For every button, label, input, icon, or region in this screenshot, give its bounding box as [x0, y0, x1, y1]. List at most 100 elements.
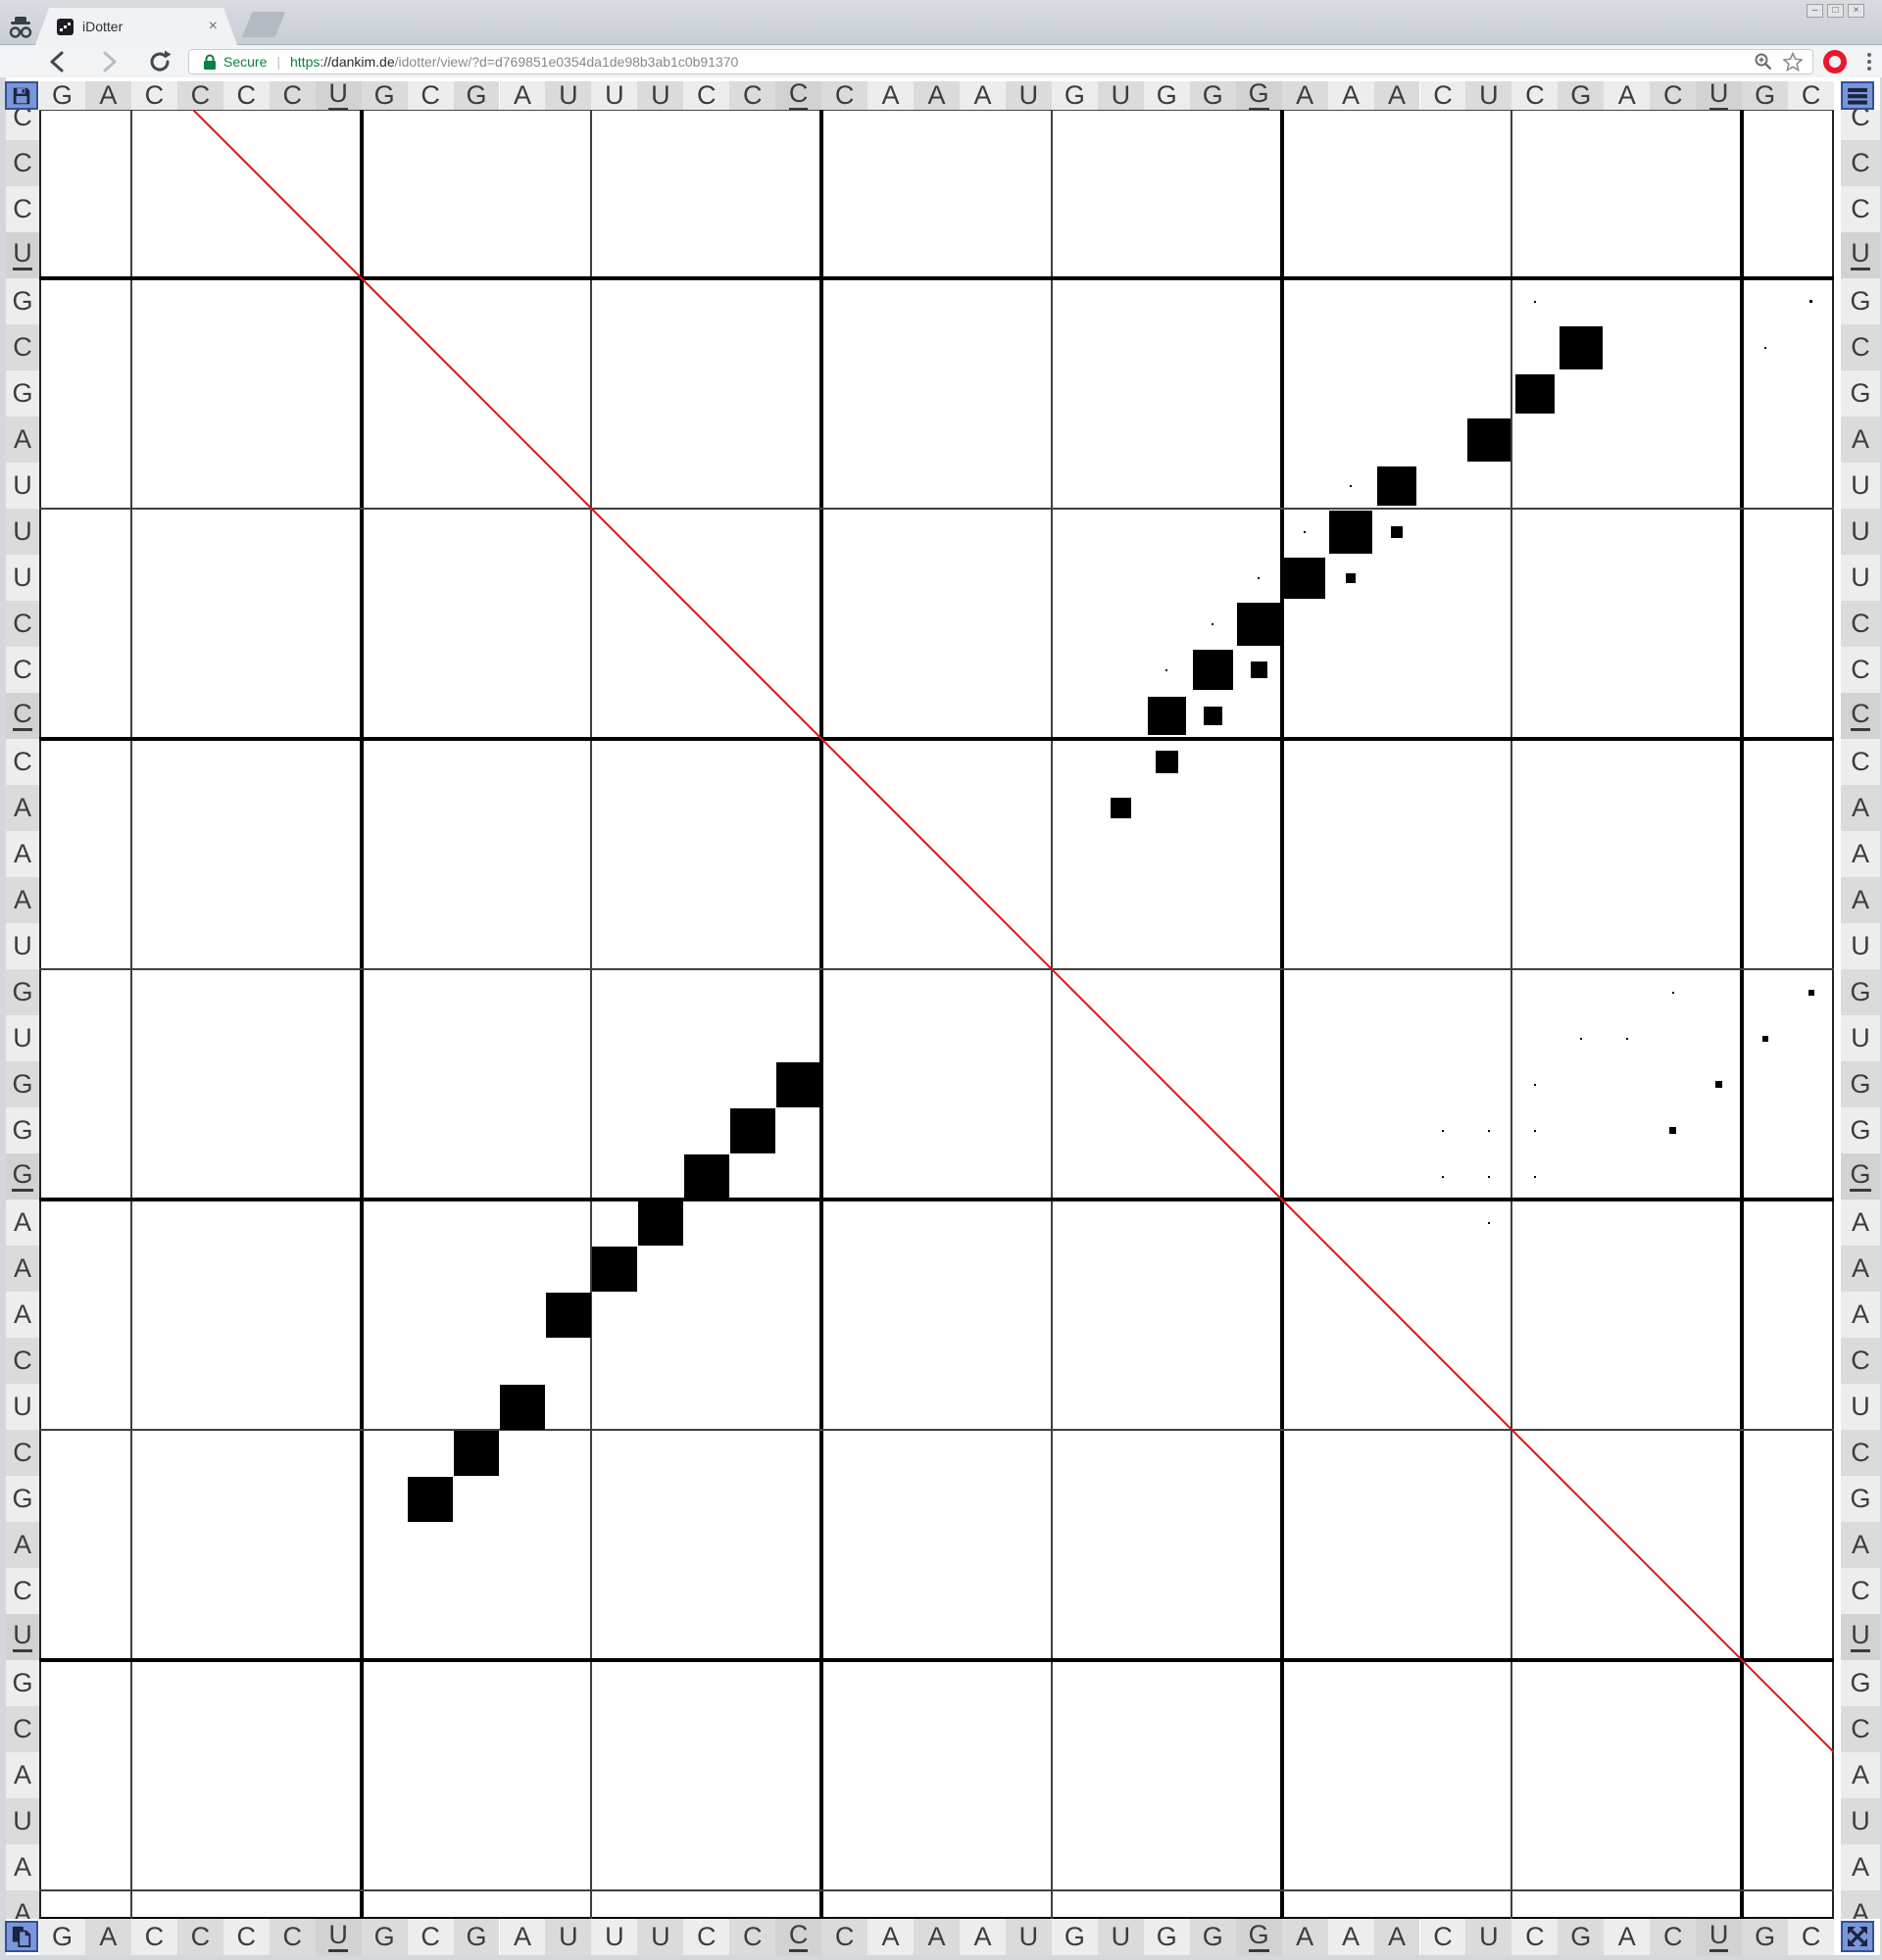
left-seq-letter: C — [6, 186, 39, 232]
gridline-v-thick — [359, 110, 364, 1919]
dotplot-dot — [1111, 798, 1131, 818]
grid-border — [39, 110, 1834, 111]
gridline-h-thick — [39, 737, 1834, 741]
top-seq-letter: C — [683, 81, 730, 110]
save-button[interactable] — [5, 81, 38, 110]
window-bottom-edge — [0, 1955, 1882, 1960]
dotplot-dot — [1762, 1036, 1768, 1042]
left-seq-letter: A — [6, 416, 39, 463]
gridline-v-thick — [1740, 110, 1745, 1919]
bottom-seq-letter: C — [729, 1919, 776, 1955]
left-seq-letter: A — [6, 1844, 39, 1890]
bottom-seq-letter: G — [1742, 1919, 1789, 1955]
window-minimize-button[interactable]: – — [1807, 4, 1823, 18]
dotplot-dot — [546, 1293, 591, 1338]
grid-border — [1832, 110, 1834, 1919]
dotplot-grid[interactable] — [39, 110, 1834, 1919]
top-seq-letter: C — [1650, 81, 1697, 110]
dotplot-dot — [1237, 603, 1280, 646]
gridline-h-thick — [39, 276, 1834, 280]
dotplot-dot — [1165, 669, 1167, 671]
idotter-favicon-icon — [57, 19, 74, 35]
bottom-seq-letter: U — [637, 1919, 684, 1955]
menu-button[interactable] — [1841, 81, 1874, 110]
reload-icon[interactable] — [147, 49, 173, 74]
new-tab-button[interactable] — [241, 12, 286, 37]
copy-button[interactable] — [5, 1921, 38, 1952]
left-seq-letter: A — [6, 877, 39, 923]
right-seq-letter: A — [1841, 1890, 1880, 1919]
secure-lock-icon — [203, 54, 217, 71]
bottom-seq-letter: C — [683, 1919, 730, 1955]
opera-logo-icon[interactable] — [1823, 50, 1847, 74]
gridline-h-thin — [39, 1429, 1834, 1431]
left-seq-letter: C — [6, 601, 39, 647]
floppy-save-icon — [13, 87, 30, 104]
top-seq-letter: G — [453, 81, 500, 110]
bottom-seq-letter: C — [130, 1919, 177, 1955]
bottom-seq-letter: A — [1604, 1919, 1651, 1955]
window-maximize-button[interactable]: □ — [1827, 4, 1844, 18]
left-seq-letter: A — [6, 1292, 39, 1338]
right-seq-letter: C — [1841, 739, 1880, 785]
dotplot-dot — [1251, 662, 1267, 678]
dotplot-dot — [1808, 990, 1814, 996]
gridline-h-thin — [39, 1889, 1834, 1891]
bottom-seq-letter: U — [1005, 1919, 1052, 1955]
secure-label[interactable]: Secure — [223, 54, 268, 70]
tab-close-icon[interactable]: × — [208, 18, 218, 34]
bookmark-star-icon[interactable] — [1783, 52, 1803, 72]
url-bar[interactable]: Secure | https://dankim.de/idotter/view/… — [188, 49, 1813, 74]
url-text[interactable]: https://dankim.de/idotter/view/?d=d76985… — [290, 54, 1754, 70]
pan-move-button[interactable] — [1841, 1921, 1874, 1952]
left-seq-letter: U — [6, 509, 39, 555]
left-seq-letter: G — [6, 370, 39, 416]
left-seq-letter: U — [6, 463, 39, 509]
right-seq-letter: U — [1841, 923, 1880, 969]
bottom-seq-letter: C — [775, 1919, 822, 1955]
top-seq-letter: C — [407, 81, 454, 110]
left-seq-letter: A — [6, 831, 39, 877]
bottom-seq-letter: G — [453, 1919, 500, 1955]
top-seq-letter: G — [1235, 81, 1282, 110]
right-seq-letter: A — [1841, 785, 1880, 831]
bottom-seq-letter: C — [821, 1919, 868, 1955]
left-seq-letter: G — [6, 969, 39, 1015]
left-seq-letter: A — [6, 1522, 39, 1568]
forward-icon[interactable] — [96, 49, 122, 74]
bottom-seq-letter: G — [1143, 1919, 1190, 1955]
dotplot-dot — [1329, 511, 1372, 554]
bottom-seq-letter: C — [1419, 1919, 1466, 1955]
top-seq-letter: U — [637, 81, 684, 110]
dotplot-dot — [730, 1108, 775, 1153]
dotplot-dot — [1715, 1081, 1722, 1088]
right-seq-letter: A — [1841, 877, 1880, 923]
dotplot-dot — [1156, 751, 1178, 773]
menu-kebab-icon[interactable] — [1862, 51, 1876, 73]
zoom-page-icon[interactable] — [1754, 52, 1773, 72]
dotplot-dot — [1534, 301, 1536, 303]
dotplot-dot — [1669, 1127, 1676, 1134]
dotplot-dot — [1809, 300, 1812, 303]
gridline-v-thin — [590, 110, 593, 1919]
left-seq-letter: U — [6, 555, 39, 601]
url-path: /idotter/view/?d=d769851e0354da1de98b3ab… — [394, 54, 739, 70]
dotplot-dot — [1580, 1038, 1582, 1040]
left-seq-letter: U — [6, 1614, 39, 1660]
dotplot-dot — [1193, 650, 1233, 690]
dotplot-dot — [1467, 418, 1511, 462]
gridline-v-thick — [1279, 110, 1284, 1919]
window-close-button[interactable]: × — [1848, 4, 1864, 18]
dotplot-dot — [1560, 326, 1603, 369]
dotplot-dot — [638, 1200, 683, 1246]
browser-tab[interactable]: iDotter × — [35, 8, 237, 45]
left-seq-letter: U — [6, 1384, 39, 1430]
right-seq-letter: U — [1841, 1614, 1880, 1660]
right-seq-letter: U — [1841, 1798, 1880, 1844]
back-icon[interactable] — [45, 49, 71, 74]
right-seq-letter: A — [1841, 1246, 1880, 1292]
right-seq-letter: C — [1841, 186, 1880, 232]
top-seq-letter: A — [1373, 81, 1420, 110]
